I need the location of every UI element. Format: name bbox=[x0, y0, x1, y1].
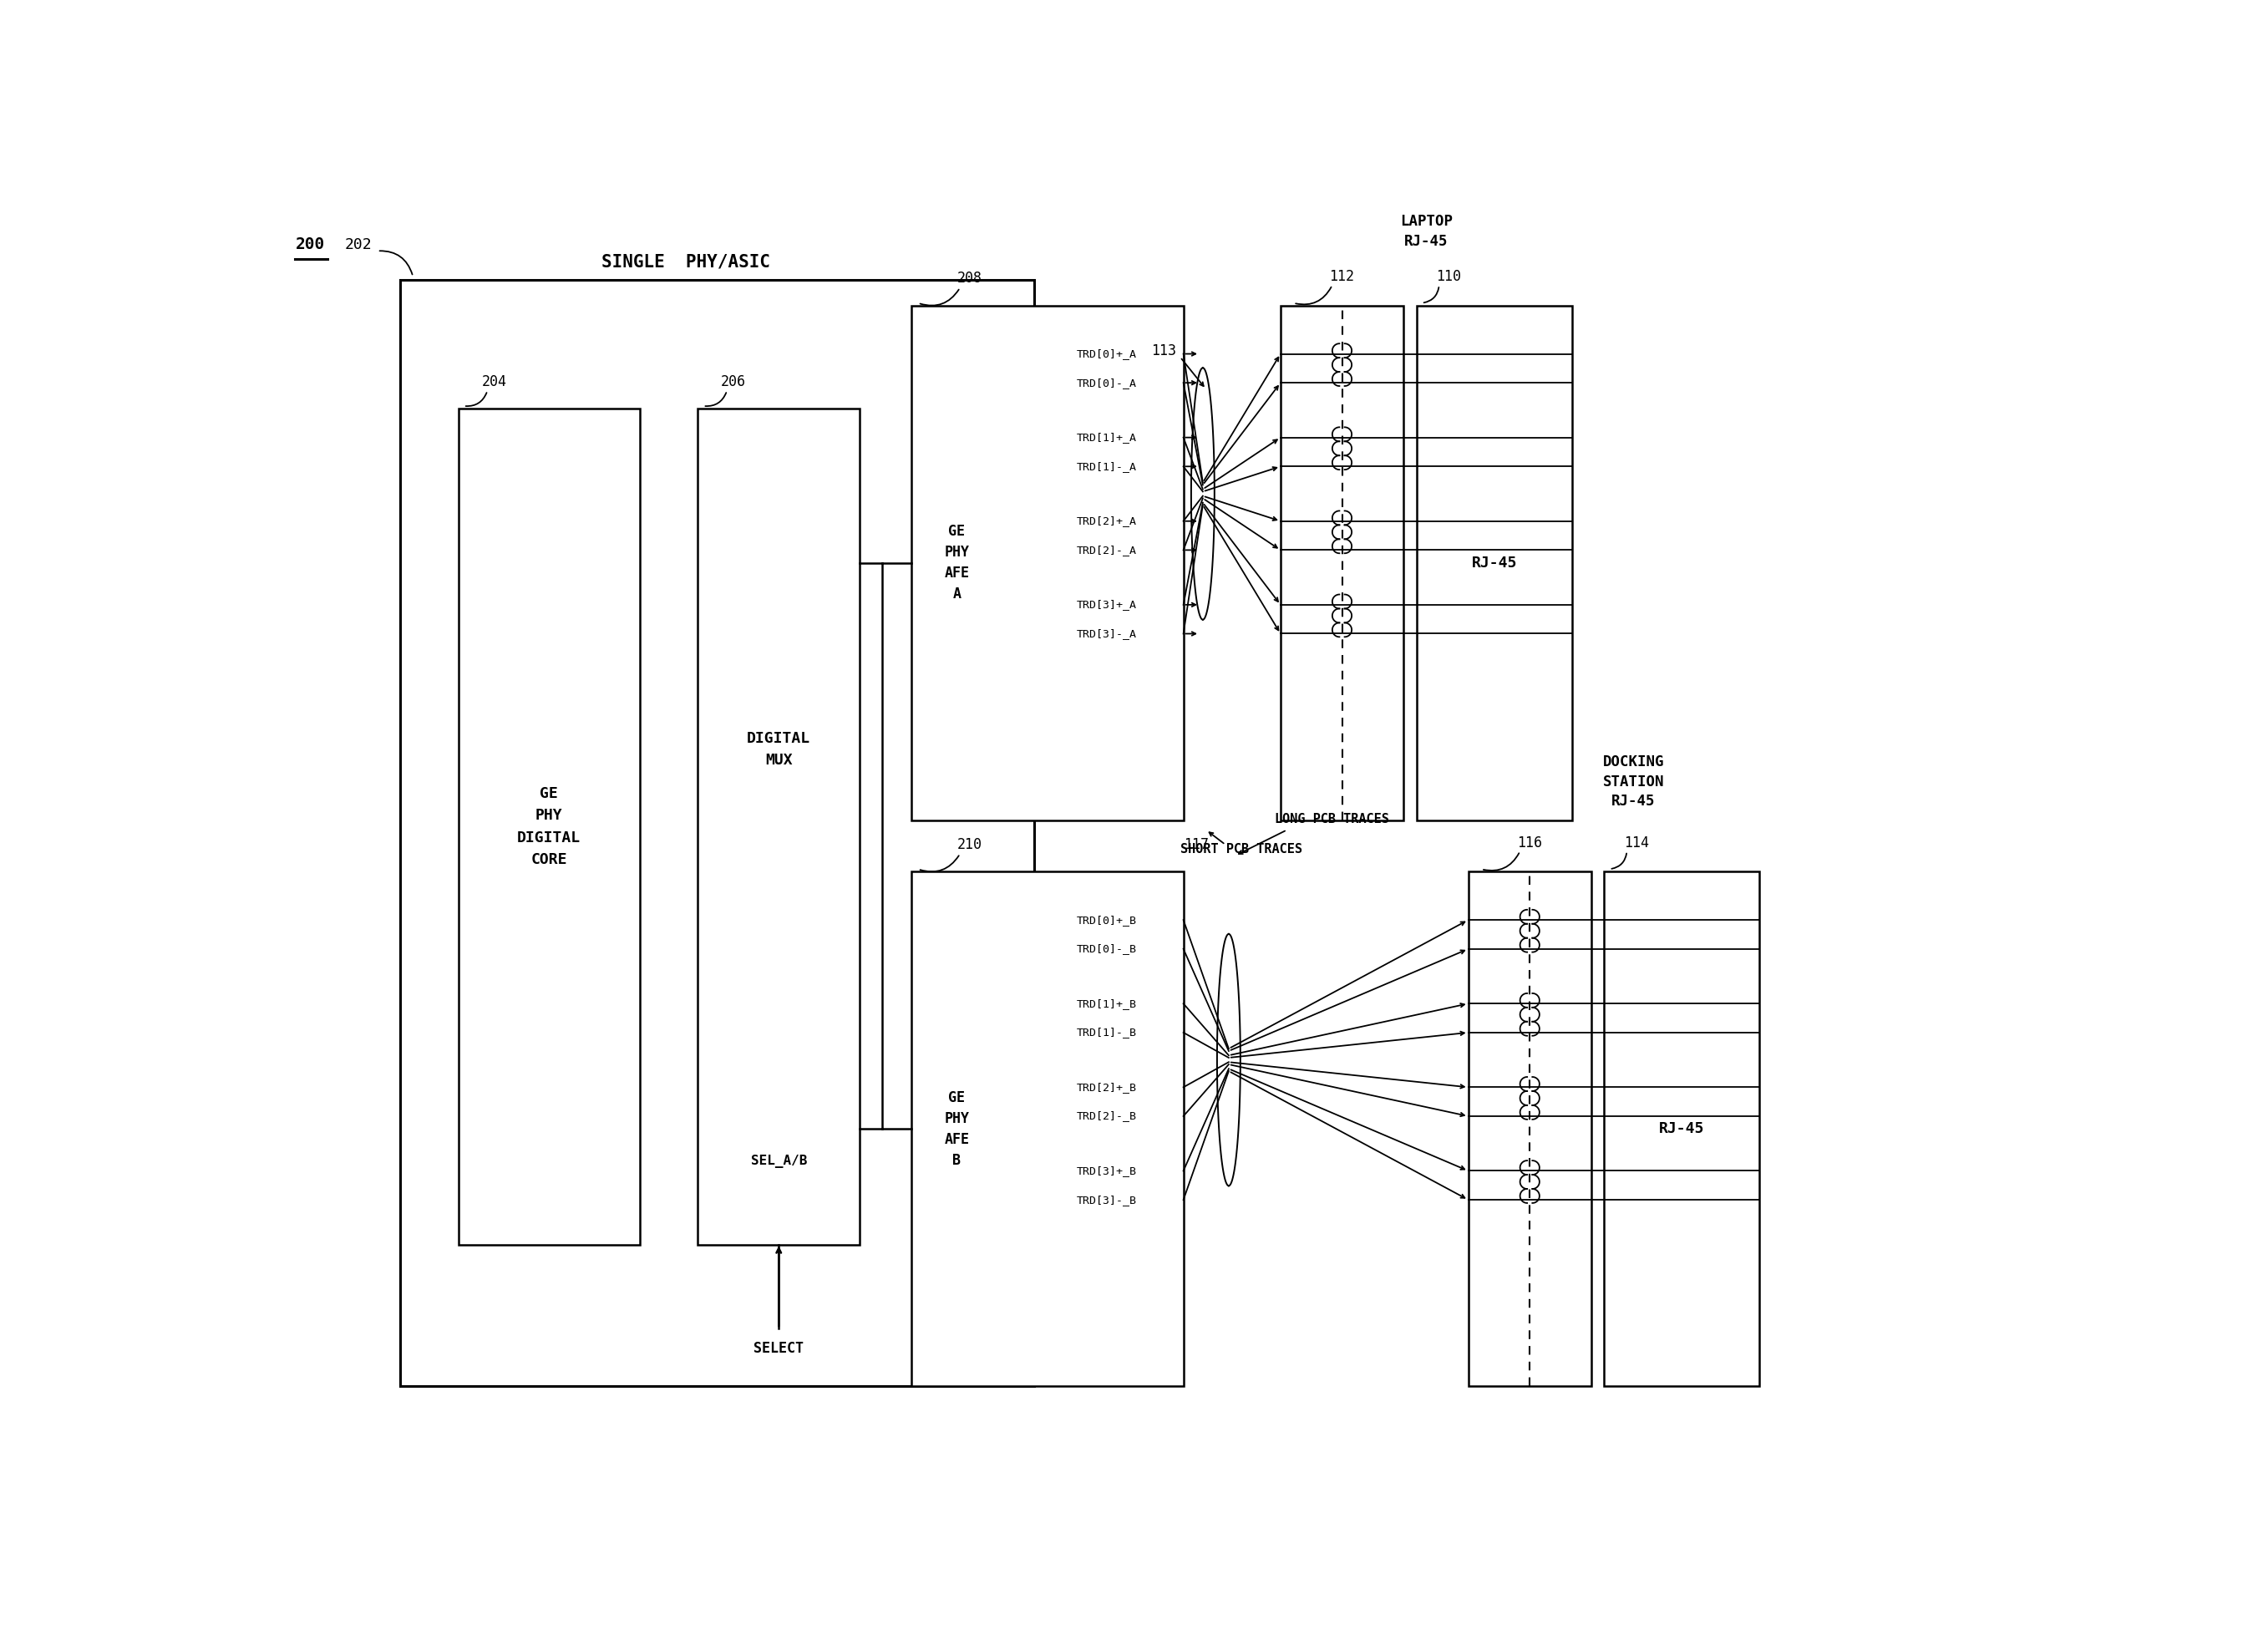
Text: RJ-45: RJ-45 bbox=[1660, 1121, 1706, 1136]
Text: TRD[3]-_B: TRD[3]-_B bbox=[1077, 1195, 1136, 1205]
Bar bbox=[399, 280, 1034, 1387]
Text: TRD[2]-_A: TRD[2]-_A bbox=[1077, 544, 1136, 556]
Text: DIGITAL
MUX: DIGITAL MUX bbox=[746, 730, 810, 768]
Text: TRD[0]+_A: TRD[0]+_A bbox=[1077, 349, 1136, 359]
Text: DOCKING
STATION
RJ-45: DOCKING STATION RJ-45 bbox=[1603, 755, 1665, 808]
Bar bbox=[458, 409, 640, 1245]
Text: 204: 204 bbox=[481, 373, 506, 390]
Text: 210: 210 bbox=[957, 838, 982, 852]
Text: TRD[2]+_B: TRD[2]+_B bbox=[1077, 1082, 1136, 1092]
Text: TRD[0]-_B: TRD[0]-_B bbox=[1077, 944, 1136, 954]
Text: 208: 208 bbox=[957, 271, 982, 287]
Text: 202: 202 bbox=[345, 236, 372, 253]
Text: TRD[1]-_A: TRD[1]-_A bbox=[1077, 461, 1136, 471]
Text: TRD[0]-_A: TRD[0]-_A bbox=[1077, 378, 1136, 388]
Text: 112: 112 bbox=[1329, 269, 1354, 284]
Text: TRD[3]+_A: TRD[3]+_A bbox=[1077, 600, 1136, 610]
Text: TRD[3]+_B: TRD[3]+_B bbox=[1077, 1165, 1136, 1177]
Text: TRD[3]-_A: TRD[3]-_A bbox=[1077, 628, 1136, 639]
Text: GE
PHY
AFE
A: GE PHY AFE A bbox=[943, 525, 968, 601]
Bar bbox=[699, 409, 860, 1245]
Text: TRD[1]+_B: TRD[1]+_B bbox=[1077, 998, 1136, 1009]
Text: TRD[2]-_B: TRD[2]-_B bbox=[1077, 1110, 1136, 1121]
Text: GE
PHY
AFE
B: GE PHY AFE B bbox=[943, 1090, 968, 1167]
Text: SINGLE  PHY/ASIC: SINGLE PHY/ASIC bbox=[601, 254, 769, 271]
Text: 200: 200 bbox=[295, 236, 324, 253]
Text: SHORT PCB TRACES: SHORT PCB TRACES bbox=[1182, 843, 1302, 856]
Text: RJ-45: RJ-45 bbox=[1472, 556, 1517, 570]
Text: LONG PCB TRACES: LONG PCB TRACES bbox=[1275, 813, 1390, 825]
Bar bbox=[1418, 305, 1572, 820]
Bar bbox=[1603, 872, 1760, 1387]
Text: GE
PHY
DIGITAL
CORE: GE PHY DIGITAL CORE bbox=[517, 786, 581, 867]
Text: 116: 116 bbox=[1517, 835, 1542, 851]
Bar bbox=[912, 305, 1184, 820]
Bar bbox=[912, 872, 1184, 1387]
Text: 114: 114 bbox=[1624, 835, 1649, 851]
Text: TRD[1]-_B: TRD[1]-_B bbox=[1077, 1027, 1136, 1038]
Text: LAPTOP
RJ-45: LAPTOP RJ-45 bbox=[1399, 214, 1452, 249]
Text: SEL_A/B: SEL_A/B bbox=[751, 1154, 807, 1167]
Text: 117: 117 bbox=[1184, 838, 1209, 852]
Text: TRD[0]+_B: TRD[0]+_B bbox=[1077, 914, 1136, 926]
Text: TRD[1]+_A: TRD[1]+_A bbox=[1077, 432, 1136, 443]
Text: 206: 206 bbox=[721, 373, 746, 390]
Bar bbox=[1281, 305, 1404, 820]
Text: SELECT: SELECT bbox=[753, 1341, 803, 1356]
Text: TRD[2]+_A: TRD[2]+_A bbox=[1077, 515, 1136, 526]
Text: 113: 113 bbox=[1152, 344, 1177, 359]
Text: 110: 110 bbox=[1436, 269, 1461, 284]
Bar bbox=[1467, 872, 1592, 1387]
